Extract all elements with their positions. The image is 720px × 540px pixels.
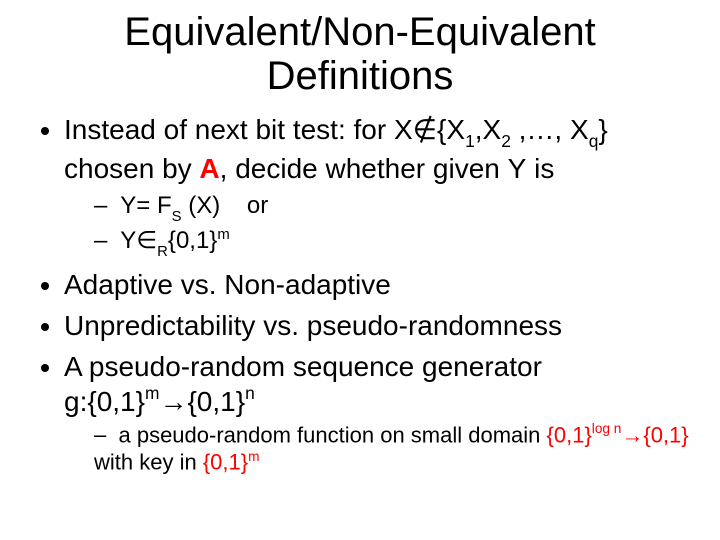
b1-Y: Y <box>508 153 527 184</box>
s1b-set: {0,1} <box>168 227 217 254</box>
bullet-1-sublist: Y= FS (X) or Y∈R{0,1}m <box>64 190 690 260</box>
s4-supm: m <box>248 449 259 464</box>
slide: Equivalent/Non-Equivalent Definitions In… <box>0 0 720 540</box>
s1a-subS: S <box>172 209 182 225</box>
b1-X1: X <box>446 114 465 145</box>
sub-1b: Y∈R{0,1}m <box>94 225 690 260</box>
bullet-2: Adaptive vs. Non-adaptive <box>64 267 690 302</box>
b1-text-e: is <box>526 153 554 184</box>
b4-supn: n <box>245 383 255 403</box>
s1a-rest: (X) <box>182 192 221 219</box>
b4-text-a: A pseudo-random sequence generator <box>64 351 542 382</box>
s1b-subR: R <box>157 244 168 260</box>
sub-1a: Y= FS (X) or <box>94 190 690 225</box>
b1-lbrace: { <box>437 114 446 145</box>
b1-sub1: 1 <box>465 131 475 151</box>
b4-arrow: → <box>159 386 187 417</box>
s4-suplog: log n <box>592 421 622 436</box>
b1-notin: ∉ <box>413 114 437 145</box>
s4-text-a: a pseudo-random function on small domain <box>118 422 546 447</box>
s4-arrow: → <box>621 422 643 447</box>
b1-A: A <box>199 153 219 184</box>
bullet-1: Instead of next bit test: for X∉{X1,X2 ,… <box>64 112 690 261</box>
b2-text: Adaptive vs. Non-adaptive <box>64 269 391 300</box>
b1-Xq: X <box>570 114 589 145</box>
s1b-in: ∈ <box>136 227 157 254</box>
s4-set2: {0,1} <box>643 422 688 447</box>
bullet-list: Instead of next bit test: for X∉{X1,X2 ,… <box>30 112 690 476</box>
s4-text-b: with key in <box>94 450 203 475</box>
slide-title: Equivalent/Non-Equivalent Definitions <box>30 10 690 98</box>
b1-text-a: Instead of next bit test: for <box>64 114 394 145</box>
bullet-4-sublist: a pseudo-random function on small domain… <box>64 421 690 477</box>
b1-dots: ,…, <box>511 114 570 145</box>
s1a-text: Y= F <box>120 192 171 219</box>
title-line-1: Equivalent/Non-Equivalent <box>124 10 595 54</box>
s1a-or: or <box>247 192 268 219</box>
b1-sub2: 2 <box>501 131 511 151</box>
bullet-4: A pseudo-random sequence generator g:{0,… <box>64 349 690 477</box>
b1-rbrace: } <box>598 114 607 145</box>
b1-X2: X <box>483 114 502 145</box>
b1-c1: , <box>475 114 483 145</box>
b4-set2: {0,1} <box>187 386 245 417</box>
b1-subq: q <box>589 131 599 151</box>
b1-X: X <box>394 114 413 145</box>
b3-text: Unpredictability vs. pseudo-randomness <box>64 310 562 341</box>
s1b-supm: m <box>217 227 229 243</box>
b1-text-c: chosen by <box>64 153 199 184</box>
bullet-3: Unpredictability vs. pseudo-randomness <box>64 308 690 343</box>
s4-set: {0,1} <box>547 422 592 447</box>
b1-text-d: , decide whether given <box>220 153 508 184</box>
title-line-2: Definitions <box>267 54 454 98</box>
b4-supm: m <box>145 383 159 403</box>
b4-g: g:{0,1} <box>64 386 145 417</box>
sub-4a: a pseudo-random function on small domain… <box>94 421 690 477</box>
s1b-Y: Y <box>120 227 136 254</box>
s4-set3: {0,1} <box>203 450 248 475</box>
